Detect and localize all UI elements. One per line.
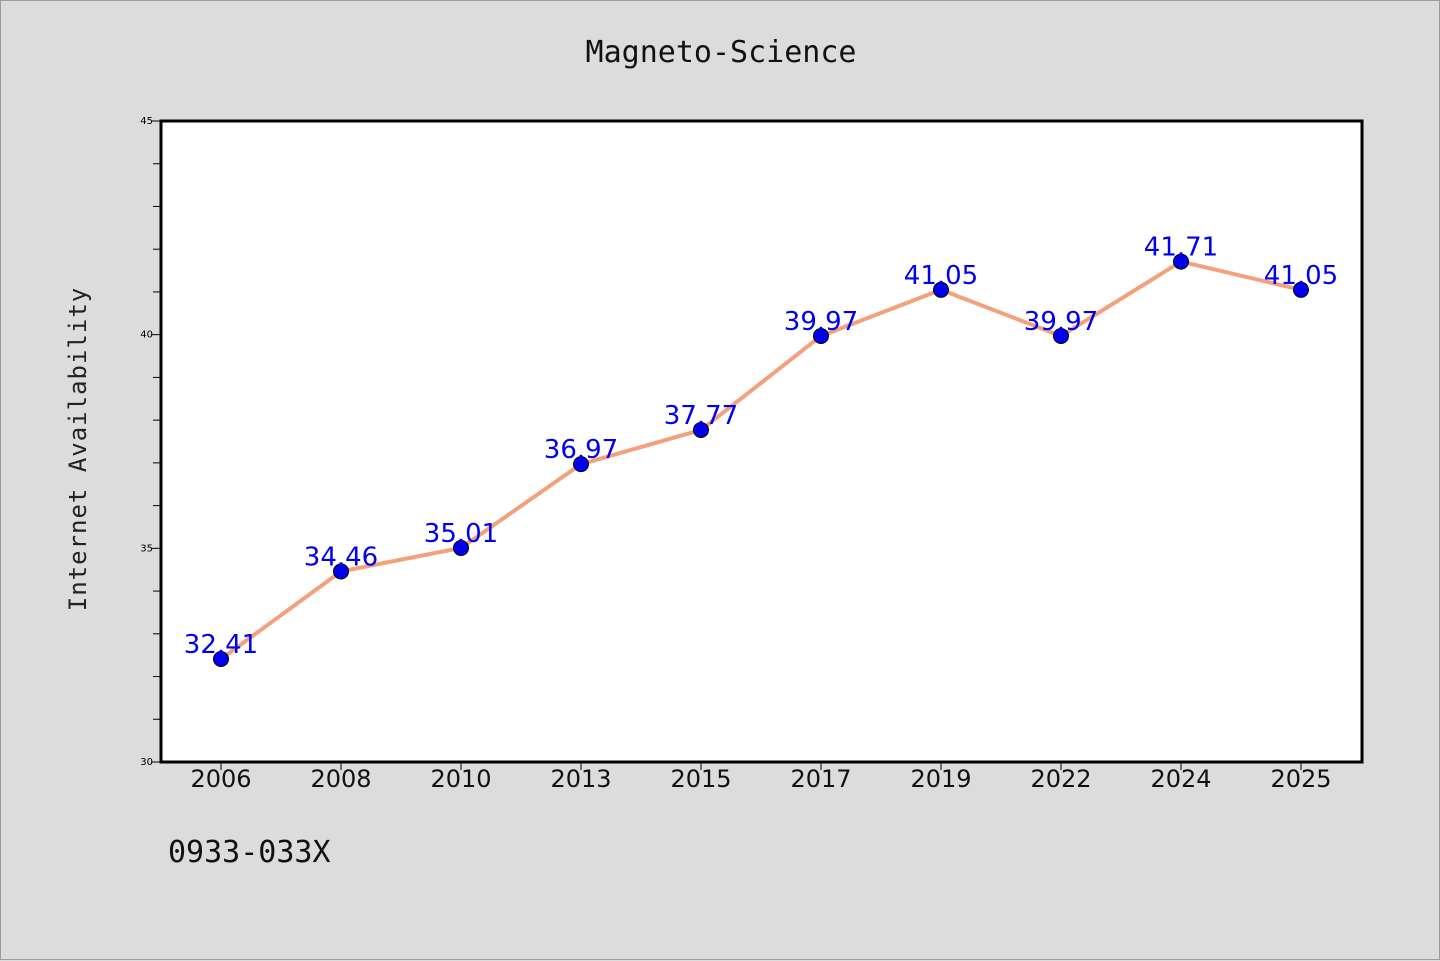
y-tick-label: 40 — [140, 330, 153, 341]
data-label: 34.46 — [304, 542, 378, 572]
data-label: 36.97 — [544, 435, 618, 465]
y-tick-label: 30 — [140, 757, 153, 768]
x-tick-label: 2024 — [1150, 765, 1211, 793]
x-tick-label: 2025 — [1270, 765, 1331, 793]
data-points — [213, 253, 1309, 668]
data-label: 35.01 — [424, 519, 498, 549]
y-tick-label: 35 — [140, 543, 153, 554]
data-label: 41.05 — [904, 261, 978, 291]
data-point — [813, 327, 829, 344]
x-tick-label: 2013 — [550, 765, 611, 793]
data-point — [693, 421, 709, 438]
x-tick-label: 2015 — [670, 765, 731, 793]
plot-border — [159, 119, 1364, 764]
x-axis: 2006 2008 2010 2013 2015 2017 2019 2022 2024 2025 — [190, 762, 1332, 793]
data-label: 41.71 — [1144, 233, 1218, 263]
data-label: 41.05 — [1264, 261, 1338, 291]
data-point — [333, 563, 349, 580]
chart-title: Magneto-Science — [585, 35, 857, 70]
x-tick-label: 2010 — [430, 765, 491, 793]
footer-code: 0933-033X — [168, 835, 331, 870]
x-tick-label: 2017 — [790, 765, 851, 793]
y-tick-label: 45 — [140, 116, 153, 127]
data-point — [213, 651, 229, 668]
data-label: 39.97 — [1024, 307, 1098, 337]
x-tick-label: 2008 — [310, 765, 371, 793]
plot-area — [161, 121, 1362, 762]
x-tick-label: 2019 — [910, 765, 971, 793]
data-label: 39.97 — [784, 307, 858, 337]
x-tick-label: 2022 — [1030, 765, 1091, 793]
x-tick-label: 2006 — [190, 765, 251, 793]
series-line — [219, 259, 1303, 662]
data-point — [1173, 253, 1189, 270]
data-labels: 32.41 34.46 35.01 36.97 37.77 39.97 41.05 39.97… — [184, 233, 1338, 660]
data-point — [933, 281, 949, 298]
data-label: 32.41 — [184, 630, 258, 660]
data-point — [573, 456, 589, 473]
y-axis: 30 35 40 45 — [140, 116, 161, 768]
data-point — [1053, 327, 1069, 344]
data-label: 37.77 — [664, 401, 738, 431]
data-point — [1293, 281, 1309, 298]
data-point — [453, 539, 469, 556]
